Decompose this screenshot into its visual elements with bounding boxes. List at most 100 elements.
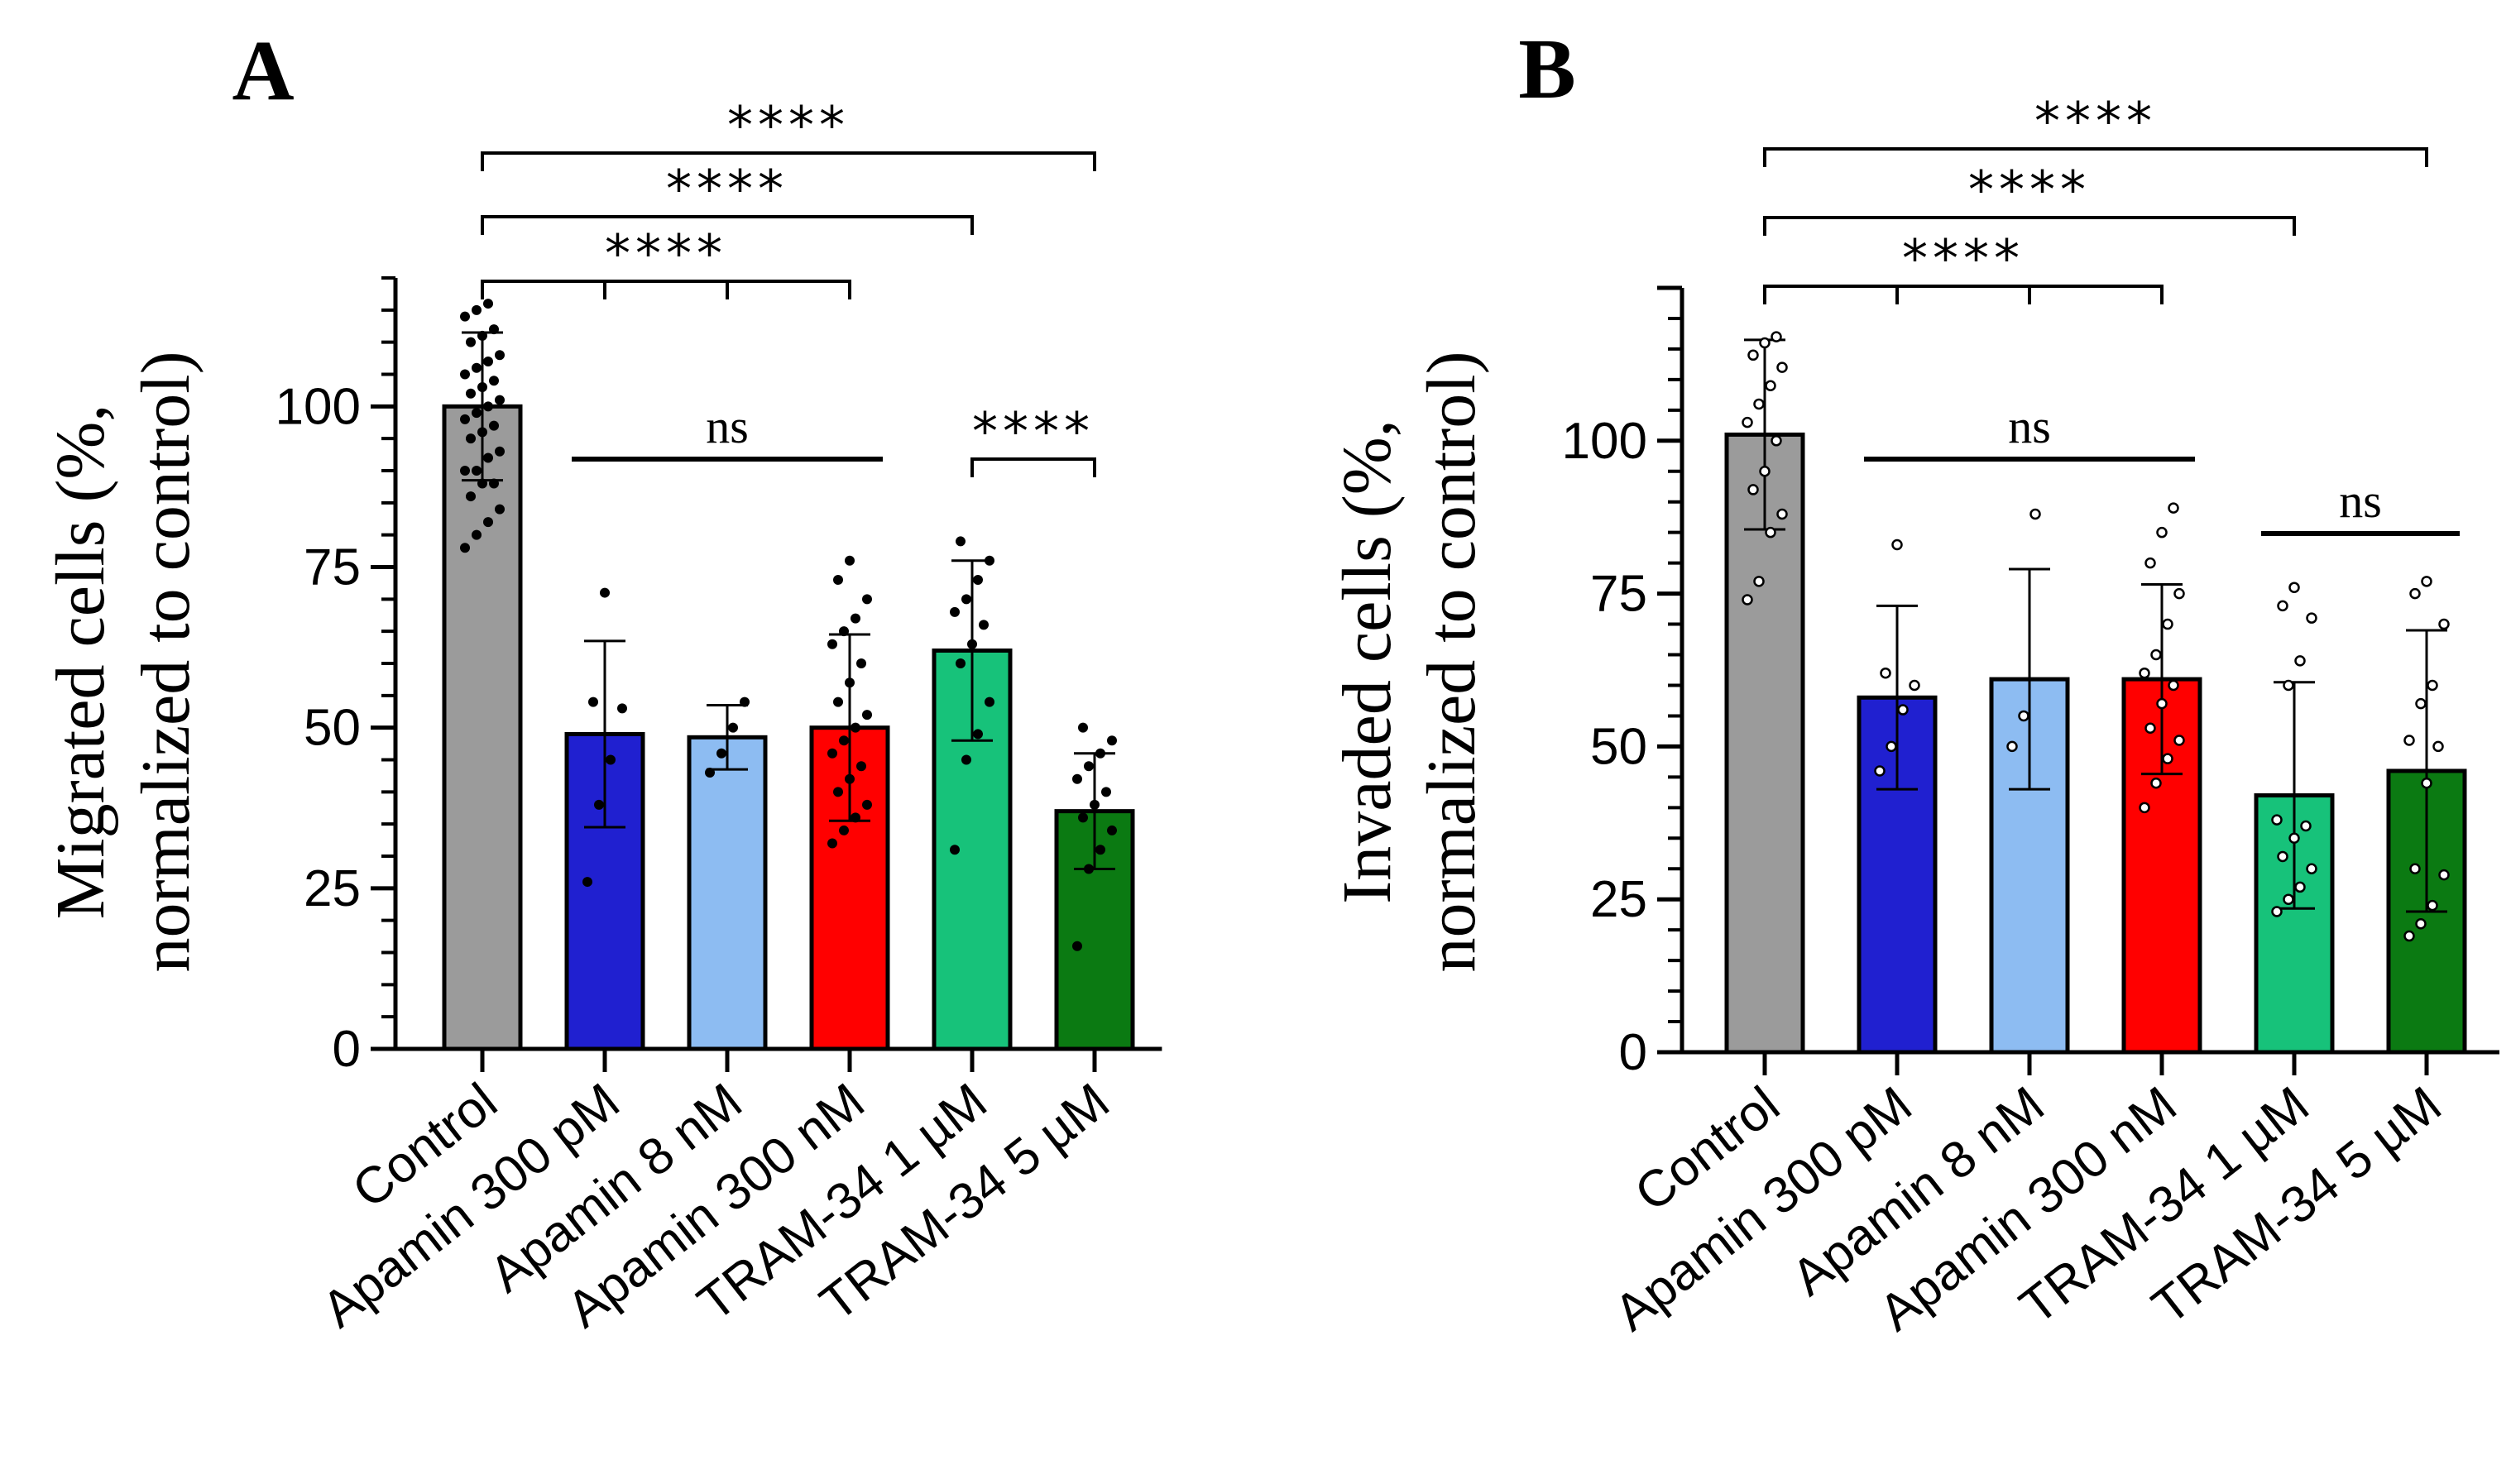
y-tick-label: 0	[333, 1021, 361, 1078]
data-point	[2294, 655, 2306, 667]
significance-bracket	[1763, 285, 2164, 304]
data-point	[1078, 812, 1088, 823]
data-point	[856, 658, 866, 668]
data-point	[728, 722, 738, 733]
data-point	[1084, 761, 1094, 772]
significance-label: ****	[972, 401, 1095, 462]
data-point	[973, 729, 983, 740]
significance-label: ****	[1902, 228, 2025, 289]
data-point	[716, 748, 726, 759]
significance-bracket	[1763, 147, 2428, 167]
data-point	[845, 773, 855, 784]
data-point	[845, 677, 855, 688]
data-point	[1742, 594, 1753, 606]
data-point	[827, 639, 837, 649]
significance-bracket	[481, 280, 851, 299]
data-point	[472, 408, 482, 419]
data-point	[1759, 337, 1771, 349]
data-point	[2029, 508, 2041, 520]
y-axis-label-line1: Invaded cells (%,	[1329, 419, 1406, 903]
data-point	[460, 466, 470, 476]
data-point	[1095, 845, 1105, 855]
data-point	[472, 529, 482, 540]
data-point	[851, 812, 860, 823]
data-point	[967, 639, 977, 649]
data-point	[1909, 679, 1920, 692]
data-point	[1107, 735, 1117, 746]
significance-bracket	[970, 457, 1096, 477]
data-point	[740, 697, 750, 707]
data-point	[2409, 587, 2421, 600]
data-point	[483, 401, 493, 412]
data-point	[1765, 380, 1776, 392]
data-point	[856, 761, 866, 772]
y-tick-label: 100	[1562, 413, 1647, 470]
data-point	[1765, 526, 1776, 539]
data-point	[495, 350, 505, 361]
data-point	[2288, 582, 2300, 593]
data-point	[606, 754, 616, 765]
data-point	[472, 466, 482, 476]
data-point	[460, 311, 470, 322]
data-point	[2139, 802, 2150, 814]
data-point	[460, 369, 470, 380]
data-point	[483, 299, 493, 309]
data-point	[1095, 748, 1105, 759]
data-point	[460, 543, 470, 553]
data-point	[827, 838, 837, 849]
data-point	[851, 722, 860, 733]
data-point	[2415, 918, 2427, 930]
data-point	[600, 587, 610, 598]
data-point	[973, 575, 983, 586]
data-point	[950, 606, 960, 617]
data-point	[845, 555, 855, 566]
data-point	[2168, 679, 2179, 692]
data-point	[2421, 576, 2432, 587]
y-tick-label: 50	[1590, 718, 1647, 775]
data-point	[2150, 778, 2162, 789]
data-point	[2173, 587, 2185, 600]
panel-label: B	[1518, 22, 1575, 117]
significance-label: ****	[2034, 91, 2157, 151]
data-point	[862, 799, 872, 810]
data-point	[2162, 618, 2173, 630]
data-point	[1776, 361, 1788, 373]
ns-label: ns	[2008, 400, 2051, 453]
bar	[687, 735, 768, 1051]
data-point	[2283, 679, 2294, 692]
data-point	[489, 324, 499, 335]
data-point	[1084, 864, 1094, 874]
y-tick-label: 50	[304, 700, 361, 757]
data-point	[466, 388, 476, 399]
data-point	[2306, 612, 2317, 624]
data-point	[2162, 753, 2173, 764]
data-point	[1776, 508, 1788, 520]
data-point	[2288, 832, 2300, 845]
data-point	[495, 446, 505, 457]
data-point	[1090, 799, 1100, 810]
data-point	[472, 304, 482, 315]
data-point	[594, 799, 604, 810]
data-point	[477, 382, 487, 393]
data-point	[985, 555, 994, 566]
data-point	[2006, 740, 2018, 753]
data-point	[2403, 930, 2415, 942]
significance-bracket	[481, 215, 974, 235]
data-point	[2139, 667, 2150, 679]
data-point	[472, 362, 482, 373]
data-point	[839, 735, 849, 746]
data-point	[2018, 710, 2029, 722]
y-axis-label-line2: normalized to control)	[127, 351, 204, 972]
data-point	[1886, 740, 1897, 753]
data-point	[588, 697, 598, 707]
significance-label: ****	[1968, 160, 2091, 220]
data-point	[2156, 526, 2168, 539]
data-point	[489, 420, 499, 431]
data-point	[1742, 416, 1753, 428]
significance-label: ****	[727, 95, 850, 156]
data-point	[839, 825, 849, 835]
data-point	[961, 754, 971, 765]
y-tick-label: 25	[304, 860, 361, 917]
y-axis-label-line1: Migrated cells (%,	[42, 405, 119, 920]
ns-label: ns	[706, 400, 749, 453]
